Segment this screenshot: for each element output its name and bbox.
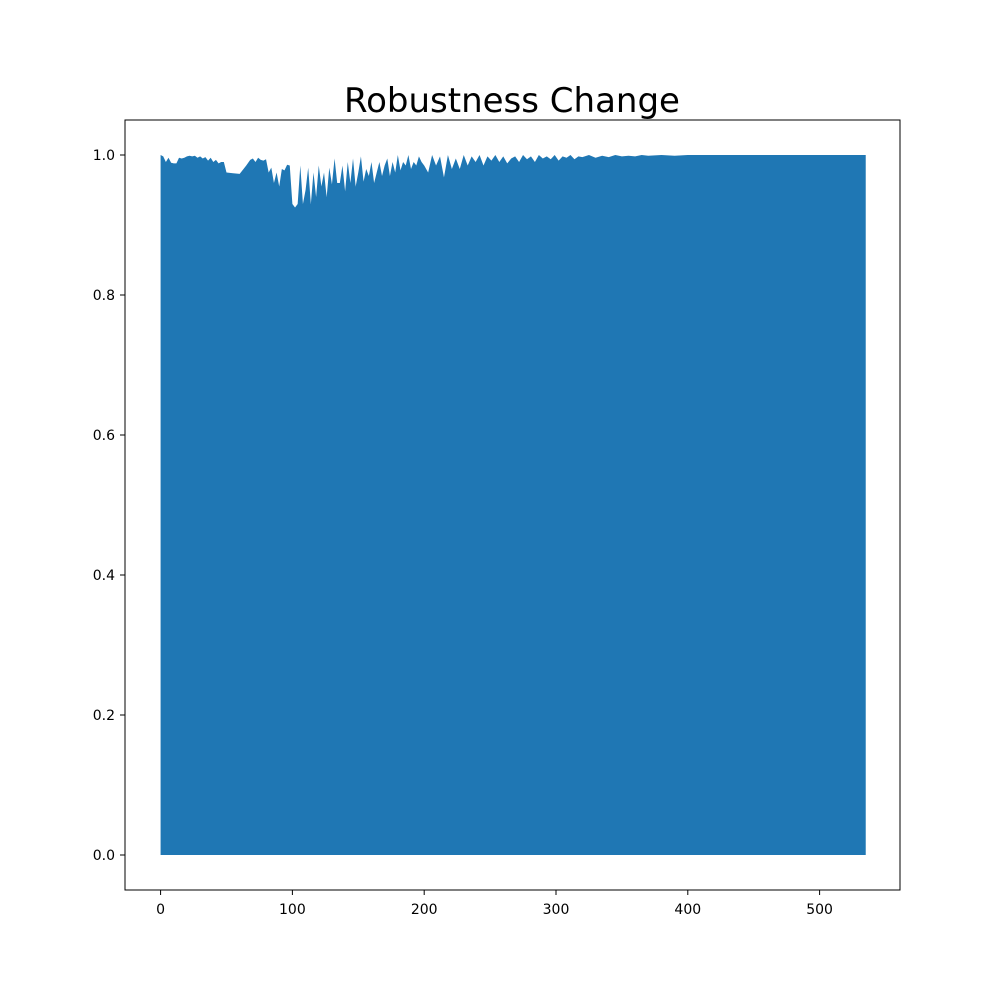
y-tick-label: 0.0 bbox=[93, 848, 115, 864]
x-tick-label: 100 bbox=[279, 902, 306, 918]
axes-frame bbox=[124, 119, 901, 891]
y-tick-label: 0.2 bbox=[93, 708, 115, 724]
x-tick-label: 500 bbox=[806, 902, 833, 918]
y-tick-label: 0.8 bbox=[93, 288, 115, 304]
y-tick-label: 0.6 bbox=[93, 428, 115, 444]
x-tick-label: 400 bbox=[674, 902, 701, 918]
x-tick-label: 300 bbox=[543, 902, 570, 918]
x-tick-label: 200 bbox=[411, 902, 438, 918]
chart-title: Robustness Change bbox=[344, 81, 680, 121]
x-axis: 0 100 200 300 400 500 bbox=[156, 890, 833, 918]
y-tick-label: 0.4 bbox=[93, 568, 115, 584]
area-series-0 bbox=[160, 155, 866, 855]
plot-area bbox=[160, 155, 866, 855]
x-tick-label: 0 bbox=[156, 902, 165, 918]
y-axis: 0.0 0.2 0.4 0.6 0.8 1.0 bbox=[93, 148, 125, 864]
y-tick-label: 1.0 bbox=[93, 148, 115, 164]
